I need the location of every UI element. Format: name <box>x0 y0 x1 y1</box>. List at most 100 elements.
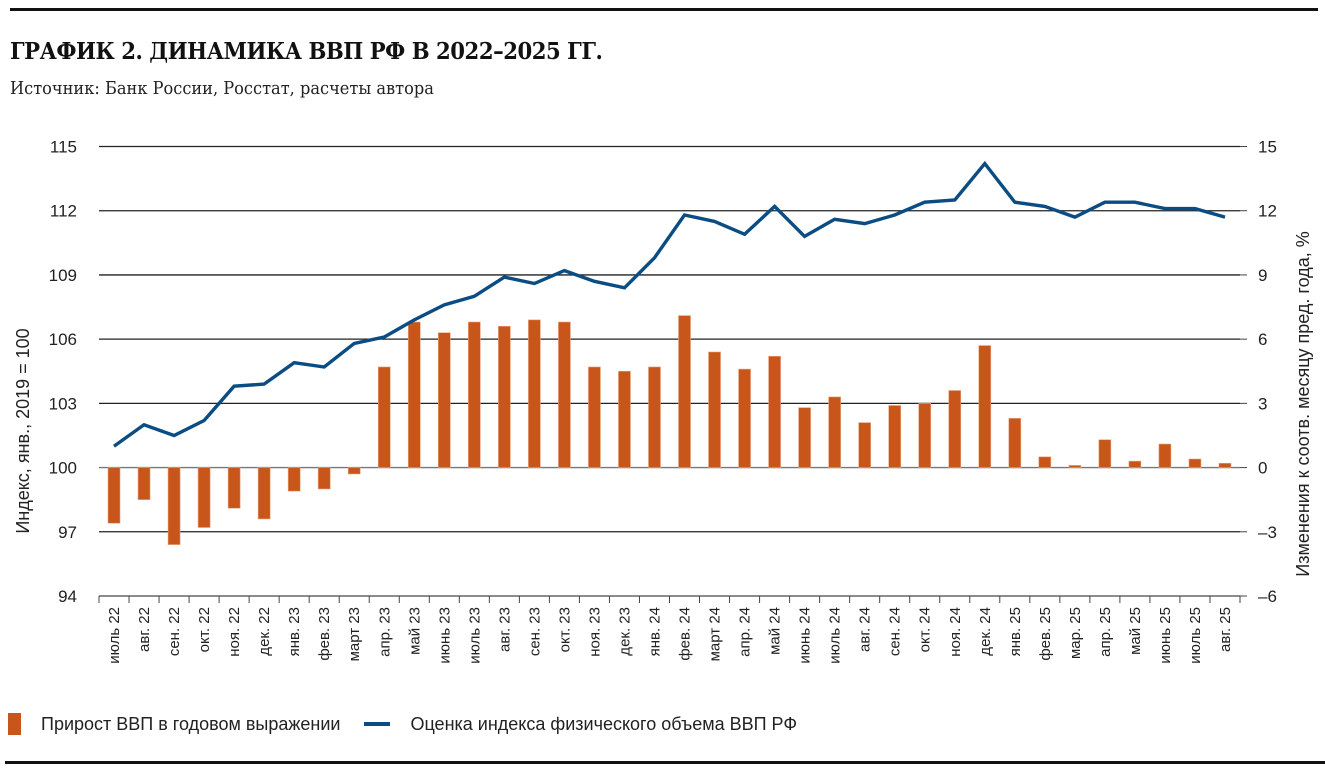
bar <box>888 405 901 468</box>
right-axis-title: Изменения к соотв. месяцу пред. года, % <box>1293 231 1313 576</box>
x-tick-label: июль 25 <box>1187 607 1204 664</box>
right-tick-label: –6 <box>1258 587 1277 606</box>
legend-bar-swatch <box>8 713 21 735</box>
legend: Прирост ВВП в годовом выражении Оценка и… <box>8 712 821 736</box>
x-tick-label: мар. 25 <box>1067 607 1084 659</box>
x-axis-tick-labels: июль 22 авг. 22 сен. 22 окт. 22 ноя. 22 дек. … <box>106 607 1234 664</box>
bar <box>558 321 571 468</box>
left-tick-label: 100 <box>49 459 77 478</box>
x-tick-label: авг. 23 <box>496 607 513 652</box>
bar <box>828 396 841 468</box>
bar <box>498 325 511 468</box>
right-tick-label: 12 <box>1258 202 1277 221</box>
bar <box>227 467 241 509</box>
bar <box>167 467 181 545</box>
bar <box>1218 462 1232 468</box>
bottom-rule <box>5 761 1325 764</box>
left-axis-title: Индекс, янв., 2019 = 100 <box>13 328 33 533</box>
x-tick-label: фев. 23 <box>316 607 333 661</box>
x-tick-label: июнь 25 <box>1157 607 1174 664</box>
bar <box>1038 456 1052 468</box>
x-tick-label: апр. 24 <box>737 607 754 657</box>
x-tick-label: окт. 23 <box>556 607 573 652</box>
left-tick-label: 106 <box>49 330 77 349</box>
bar <box>1158 443 1172 468</box>
bar <box>107 467 121 524</box>
left-tick-label: 103 <box>49 394 77 413</box>
x-tick-label: сен. 23 <box>526 607 543 656</box>
x-tick-label: март 23 <box>346 607 363 661</box>
x-tick-label: сен. 24 <box>887 607 904 656</box>
x-tick-label: апр. 23 <box>376 607 393 657</box>
index-line <box>113 160 1226 448</box>
bar <box>618 370 631 468</box>
x-tick-label: ноя. 22 <box>226 607 243 657</box>
top-rule <box>10 8 1318 11</box>
x-tick-label: сен. 22 <box>166 607 183 656</box>
bar <box>648 366 661 468</box>
right-tick-label: 9 <box>1258 266 1267 285</box>
chart-source: Источник: Банк России, Росстат, расчеты … <box>10 78 434 99</box>
bar <box>317 467 331 490</box>
x-tick-label: авг. 22 <box>136 607 153 652</box>
x-tick-label: март 24 <box>707 607 724 661</box>
legend-bar-label: Прирост ВВП в годовом выражении <box>41 713 341 734</box>
x-tick-label: окт. 24 <box>917 607 934 652</box>
chart-title: ГРАФИК 2. ДИНАМИКА ВВП РФ В 2022–2025 ГГ… <box>10 38 603 65</box>
bar <box>347 467 361 475</box>
bar <box>858 422 871 468</box>
left-tick-label: 115 <box>50 138 77 157</box>
bar <box>197 467 211 528</box>
bar <box>438 332 451 468</box>
right-tick-label: 3 <box>1258 394 1267 413</box>
x-tick-label: авг. 24 <box>857 607 874 652</box>
bar <box>738 368 751 468</box>
left-tick-label: 112 <box>50 202 77 221</box>
bar <box>1008 418 1022 468</box>
left-tick-label: 109 <box>49 266 77 285</box>
bar <box>1098 439 1112 468</box>
bar <box>768 355 781 468</box>
legend-line-label: Оценка индекса физического объема ВВП РФ <box>410 713 798 734</box>
bar <box>798 407 811 468</box>
right-tick-label: 6 <box>1258 330 1267 349</box>
left-tick-label: 97 <box>58 523 77 542</box>
bar <box>1068 465 1082 468</box>
bar <box>1128 460 1142 468</box>
x-tick-label: ноя. 23 <box>586 607 603 657</box>
legend-line-swatch <box>364 722 391 726</box>
bar <box>708 351 721 468</box>
right-tick-label: 15 <box>1258 138 1277 157</box>
x-tick-label: янв. 24 <box>646 607 663 656</box>
right-tick-label: –3 <box>1258 523 1277 542</box>
x-tick-label: ноя. 24 <box>947 607 964 657</box>
bar <box>407 321 421 468</box>
bar <box>678 315 691 468</box>
legend-item-bar: Прирост ВВП в годовом выражении <box>8 713 340 735</box>
x-tick-label: июль 24 <box>827 607 844 664</box>
bar-series <box>107 315 1232 545</box>
x-tick-label: дек. 24 <box>977 607 994 656</box>
left-tick-label: 94 <box>58 587 77 606</box>
bar <box>468 321 481 468</box>
bar <box>528 319 541 468</box>
legend-item-line: Оценка индекса физического объема ВВП РФ <box>364 714 797 735</box>
bar <box>257 467 271 520</box>
left-axis-ticks: 94 97 100 103 106 109 112 115 <box>49 138 77 607</box>
bar <box>137 467 151 500</box>
x-tick-label: апр. 25 <box>1097 607 1114 657</box>
x-tick-label: окт. 22 <box>196 607 213 652</box>
x-tick-label: май 24 <box>767 607 784 655</box>
x-tick-label: май 25 <box>1127 607 1144 655</box>
x-tick-label: май 23 <box>406 607 423 655</box>
x-tick-label: июнь 23 <box>436 607 453 664</box>
bar <box>588 366 601 468</box>
line-series <box>113 160 1226 448</box>
x-tick-label: фев. 25 <box>1037 607 1054 661</box>
x-tick-label: фев. 24 <box>677 607 694 661</box>
x-tick-label: авг. 25 <box>1217 607 1234 652</box>
x-tick-label: дек. 23 <box>616 607 633 656</box>
bar <box>1188 458 1202 468</box>
bar <box>287 467 301 492</box>
